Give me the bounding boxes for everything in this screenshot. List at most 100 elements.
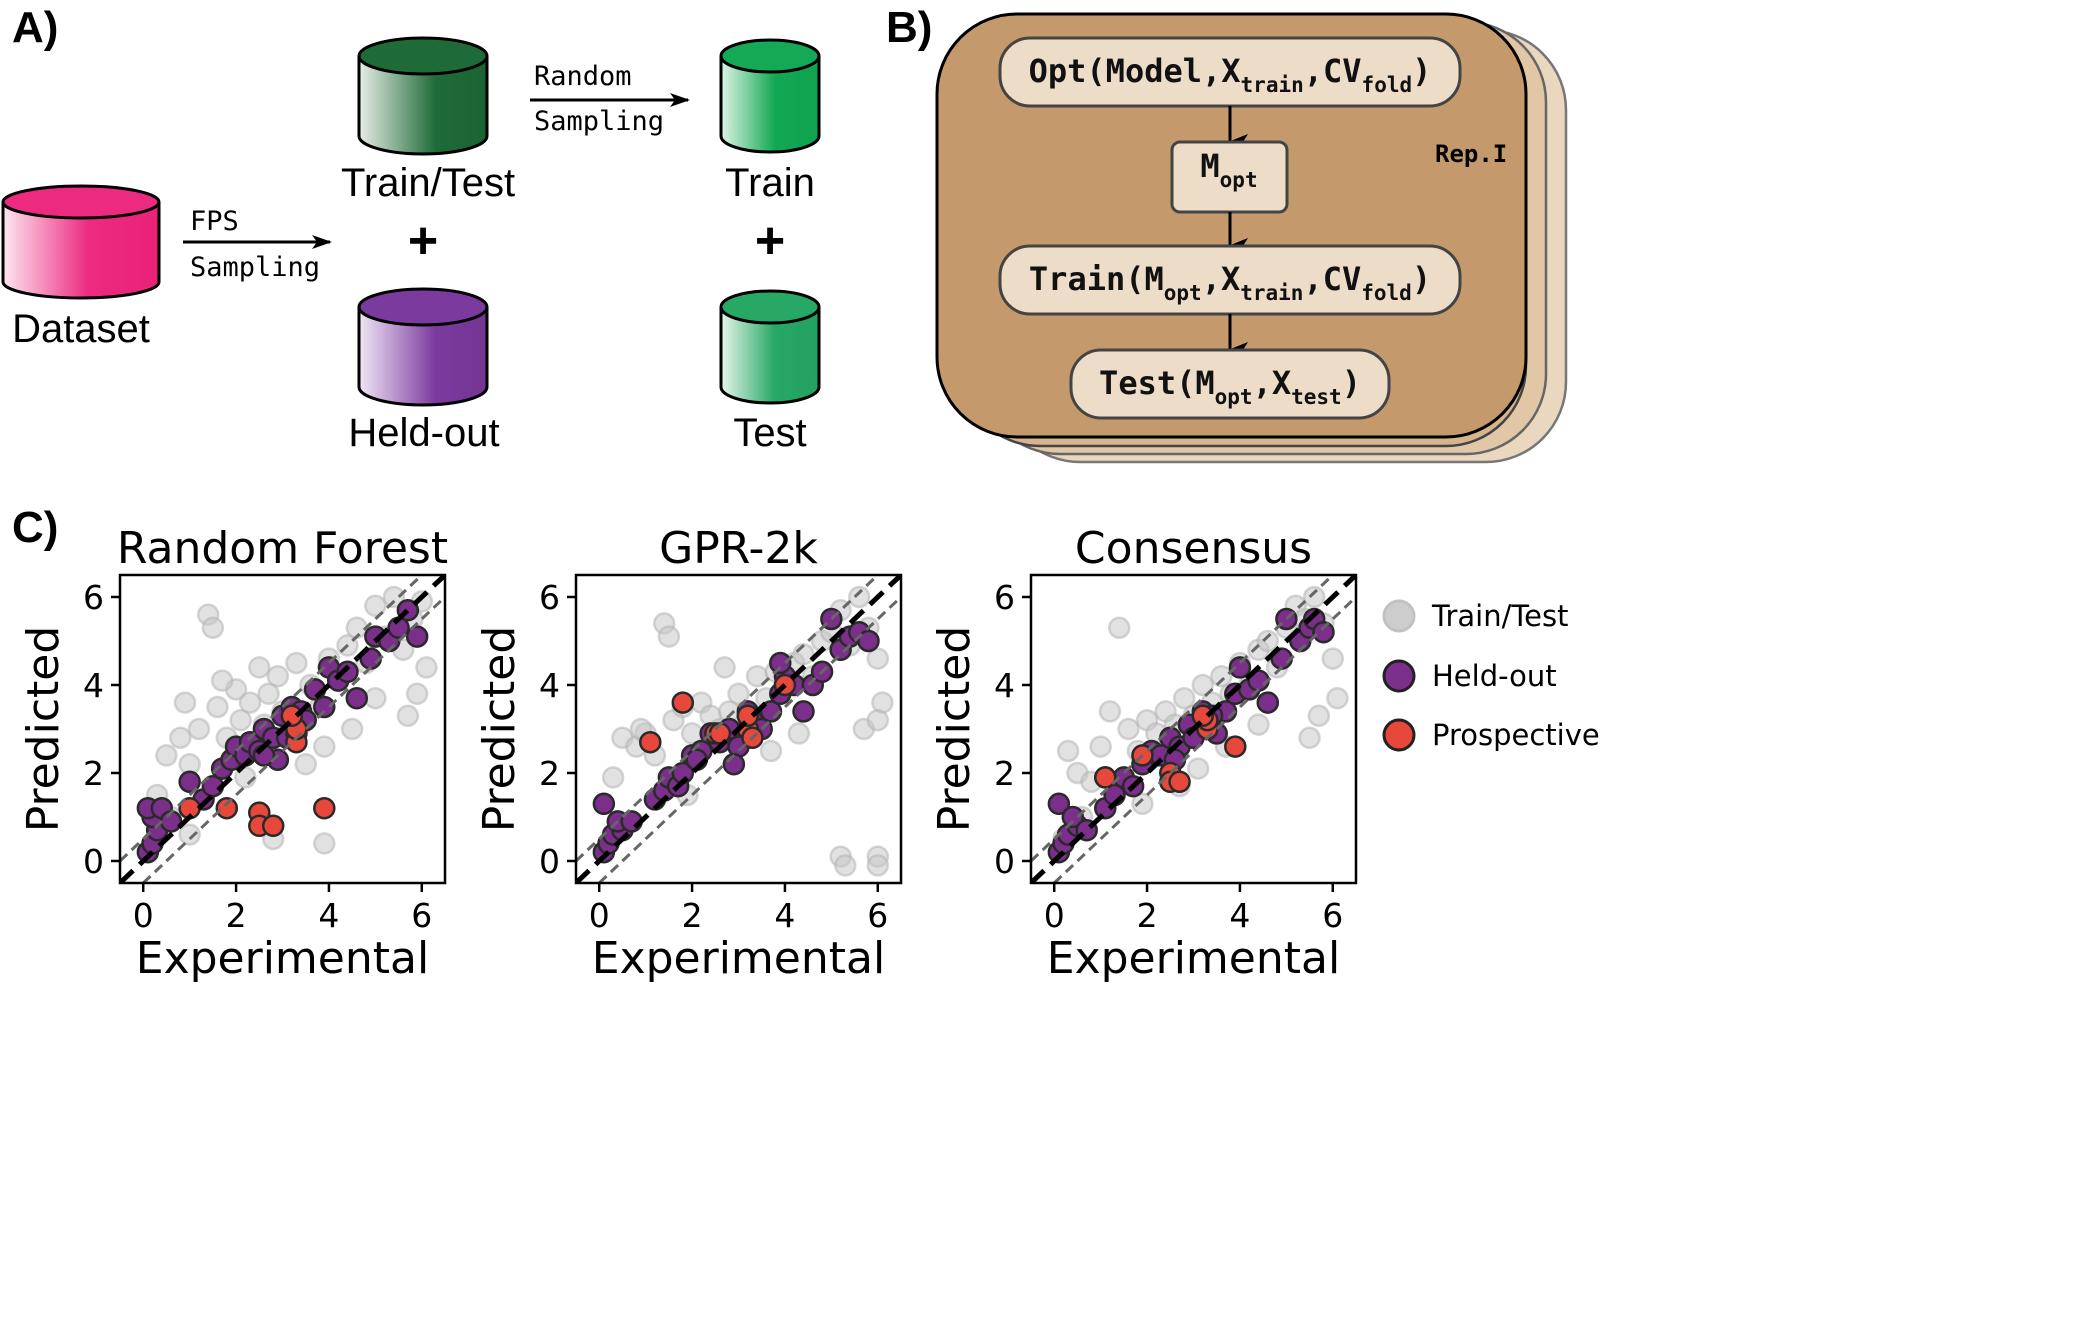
point-train-test xyxy=(787,722,811,745)
point-train-test xyxy=(187,717,211,741)
point-train-test xyxy=(382,585,406,609)
lower-bound-line xyxy=(597,595,901,883)
point-prospective xyxy=(1224,735,1247,758)
x-tick-label: 0 xyxy=(133,896,154,935)
point-train-test xyxy=(173,691,197,714)
fps-arrow-label-1: FPS xyxy=(190,206,239,237)
x-tick-label: 6 xyxy=(411,896,432,935)
x-tick-label: 6 xyxy=(867,896,888,935)
point-train-test xyxy=(169,726,192,750)
plot-title: Random Forest xyxy=(117,523,448,574)
point-train-test xyxy=(1131,792,1154,816)
point-train-test xyxy=(364,594,387,618)
x-axis-label: Experimental xyxy=(136,933,429,984)
point-train-test xyxy=(238,691,262,714)
plus-sign-left: + xyxy=(408,212,438,270)
y-tick-label: 0 xyxy=(539,842,560,881)
fps-sampling-arrow: FPS Sampling xyxy=(183,206,332,283)
x-tick-label: 4 xyxy=(774,896,795,935)
x-tick-label: 0 xyxy=(589,896,610,935)
y-tick-label: 2 xyxy=(994,754,1015,793)
point-train-test xyxy=(601,766,625,789)
point-prospective xyxy=(215,796,239,820)
point-held-out xyxy=(792,700,815,723)
point-train-test xyxy=(1307,704,1331,728)
fps-arrow-label-2: Sampling xyxy=(190,252,320,283)
point-held-out xyxy=(313,695,336,719)
optimized-model-text: Mopt xyxy=(1200,147,1257,192)
panel-a-label: A) xyxy=(12,3,58,52)
y-axis-label: Predicted xyxy=(929,626,980,833)
point-train-test xyxy=(657,625,681,648)
point-train-test xyxy=(155,744,178,767)
lower-bound-line xyxy=(1052,595,1356,883)
point-train-test xyxy=(313,832,336,855)
point-held-out xyxy=(1228,656,1252,679)
train-test-cylinder-icon xyxy=(357,36,489,156)
point-held-out xyxy=(178,770,201,794)
point-held-out xyxy=(1312,620,1335,644)
x-tick-label: 2 xyxy=(226,896,247,935)
lower-bound-line xyxy=(141,595,445,883)
point-train-test xyxy=(396,704,420,728)
y-tick-label: 0 xyxy=(994,842,1015,881)
scatter-plot-gpr-2k: 0 2 4 6 0 2 4 6 GPR-2k Experimental Predicted xyxy=(474,523,903,984)
point-train-test xyxy=(1191,673,1215,697)
y-tick-label: 2 xyxy=(83,754,104,793)
point-train-test xyxy=(405,682,429,706)
y-tick-label: 2 xyxy=(539,754,560,793)
x-axis-label: Experimental xyxy=(1047,933,1340,984)
training-step-text: Train(Mopt,Xtrain,CVfold) xyxy=(1029,260,1431,305)
point-train-test xyxy=(1098,700,1122,723)
scatter-plot-random-forest: 0 2 4 6 0 2 4 6 Random Forest Experimental Predict… xyxy=(18,523,448,984)
test-cylinder-icon xyxy=(719,289,821,405)
x-axis-label: Experimental xyxy=(592,933,885,984)
point-train-test xyxy=(210,669,234,692)
point-train-test xyxy=(1247,713,1270,736)
point-prospective xyxy=(639,730,662,754)
point-held-out xyxy=(1047,792,1071,816)
legend-marker-train-test xyxy=(1382,599,1416,633)
y-tick-label: 4 xyxy=(994,666,1015,705)
dataset-cylinder-icon xyxy=(1,184,161,300)
panel-b: B) Rep.I Opt(Model,Xtrain,CVfold) Mopt T… xyxy=(886,3,1568,464)
point-train-test xyxy=(201,616,225,640)
point-held-out xyxy=(769,651,792,675)
point-train-test xyxy=(266,664,290,688)
point-prospective xyxy=(313,796,336,820)
x-tick-label: 0 xyxy=(1044,896,1065,935)
point-train-test xyxy=(759,739,783,763)
dataset-label: Dataset xyxy=(12,307,150,351)
point-train-test xyxy=(178,823,201,846)
y-axis-label: Predicted xyxy=(18,626,69,833)
point-train-test xyxy=(727,682,750,706)
panel-a: A) Dataset FPS Sampling Train/Test + Hel… xyxy=(1,3,821,455)
point-train-test xyxy=(248,656,271,679)
x-tick-label: 4 xyxy=(318,896,339,935)
point-train-test xyxy=(1117,717,1140,741)
plus-sign-right: + xyxy=(755,212,785,270)
point-held-out xyxy=(1256,691,1280,714)
plot-area xyxy=(1031,575,1356,883)
point-train-test xyxy=(1210,664,1233,688)
point-train-test xyxy=(1172,686,1196,710)
point-train-test xyxy=(340,717,364,741)
y-tick-label: 4 xyxy=(83,666,104,705)
panel-b-label: B) xyxy=(886,3,932,52)
testing-step-box xyxy=(1069,348,1391,420)
plot-frame xyxy=(1029,573,1358,885)
train-cylinder-icon xyxy=(719,38,821,154)
point-held-out xyxy=(336,660,359,684)
x-tick-label: 2 xyxy=(1137,896,1158,935)
y-axis-label: Predicted xyxy=(474,626,525,833)
point-train-test xyxy=(1089,735,1112,758)
series-held-out xyxy=(136,598,429,864)
legend-label-prospective: Prospective xyxy=(1432,718,1600,752)
legend-marker-held-out xyxy=(1382,659,1416,693)
point-train-test xyxy=(847,585,871,609)
point-train-test xyxy=(866,708,890,732)
testing-step-text: Test(Mopt,Xtest) xyxy=(1099,364,1361,409)
plot-frame xyxy=(118,573,447,885)
point-train-test xyxy=(1186,757,1210,780)
